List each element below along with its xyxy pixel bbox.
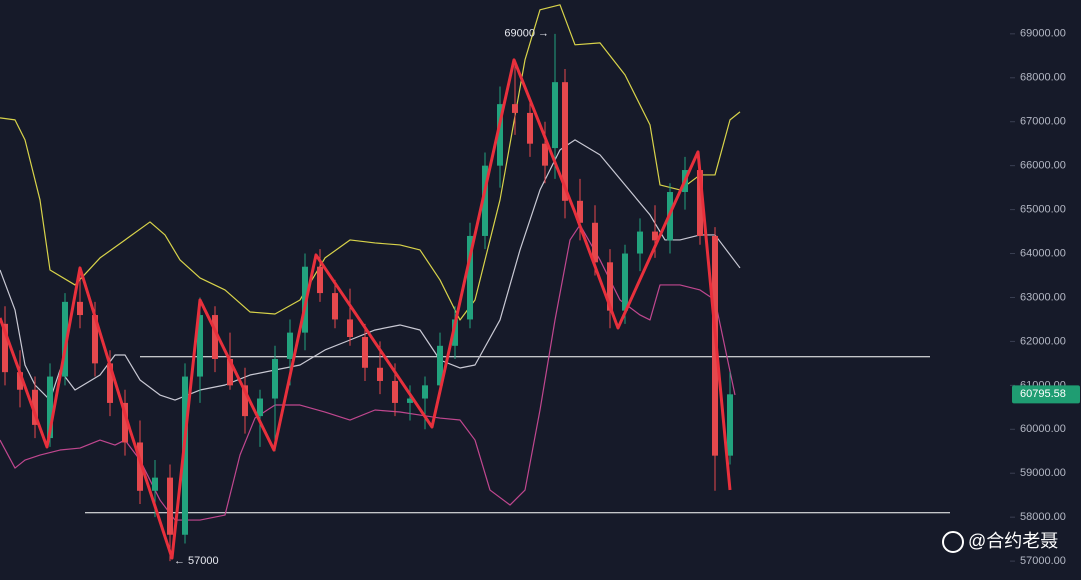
candle-body [92,315,98,364]
candle-body [362,337,368,368]
watermark-icon [942,531,964,553]
y-tick-label: 60000.00 [1020,423,1066,435]
candle-body [652,231,658,241]
candle-body [577,200,583,223]
annotation: 69000 → [504,28,549,40]
candle-body [272,358,278,399]
candle-body [727,394,733,456]
annotation: ← 57000 [174,555,219,567]
candle-body [287,332,293,359]
candle-body [227,358,233,386]
candle-body [107,363,113,403]
candle-body [197,315,203,377]
candle-body [212,315,218,359]
candle-body [257,398,263,417]
candle-body [592,222,598,263]
candle-body [77,301,83,316]
candle-body [527,112,533,144]
candle-body [2,323,8,373]
candle-body [622,253,628,311]
y-tick-label: 67000.00 [1020,116,1066,128]
y-tick-label: 62000.00 [1020,335,1066,347]
zigzag-line [0,58,732,560]
last-price-label: 60795.58 [1020,388,1066,400]
candle-body [182,376,188,535]
candle-body [607,262,613,311]
candle-body [122,402,128,443]
candle-body [32,389,38,425]
y-tick-label: 66000.00 [1020,160,1066,172]
candle-body [377,367,383,381]
candle-body [562,82,568,201]
band-line [0,4,741,321]
candle-body [47,376,53,439]
candle-body [332,293,338,320]
candle-body [452,319,458,346]
candle-body [17,372,23,390]
candle-body [317,266,323,294]
candle-body [697,170,703,236]
candle-body [62,301,68,377]
candle-body [637,231,643,254]
candle-body [242,385,248,417]
watermark: @合约老聂 [942,531,1058,553]
y-tick-label: 63000.00 [1020,291,1066,303]
plot-area: 57000.0058000.0059000.0060000.0061000.00… [0,4,1080,567]
candle-body [407,398,413,403]
candle-body [152,477,158,491]
y-tick-label: 64000.00 [1020,247,1066,259]
candle-body [347,319,353,338]
y-tick-label: 65000.00 [1020,203,1066,215]
candle-body [497,104,503,166]
y-tick-label: 59000.00 [1020,467,1066,479]
last-price-box [1012,385,1080,404]
candle-body [512,104,518,113]
candle-body [542,143,548,166]
candle-body [437,345,443,386]
candle-body [552,82,558,149]
y-tick-label: 58000.00 [1020,511,1066,523]
y-tick-label: 68000.00 [1020,72,1066,84]
candle-body [422,385,428,399]
candle-body [467,235,473,320]
candle-body [167,477,173,535]
candle-body [392,380,398,403]
candle-body [482,165,488,236]
y-tick-label: 69000.00 [1020,28,1066,40]
candle-body [137,442,143,491]
watermark-text: @合约老聂 [968,531,1058,551]
y-tick-label: 57000.00 [1020,555,1066,567]
